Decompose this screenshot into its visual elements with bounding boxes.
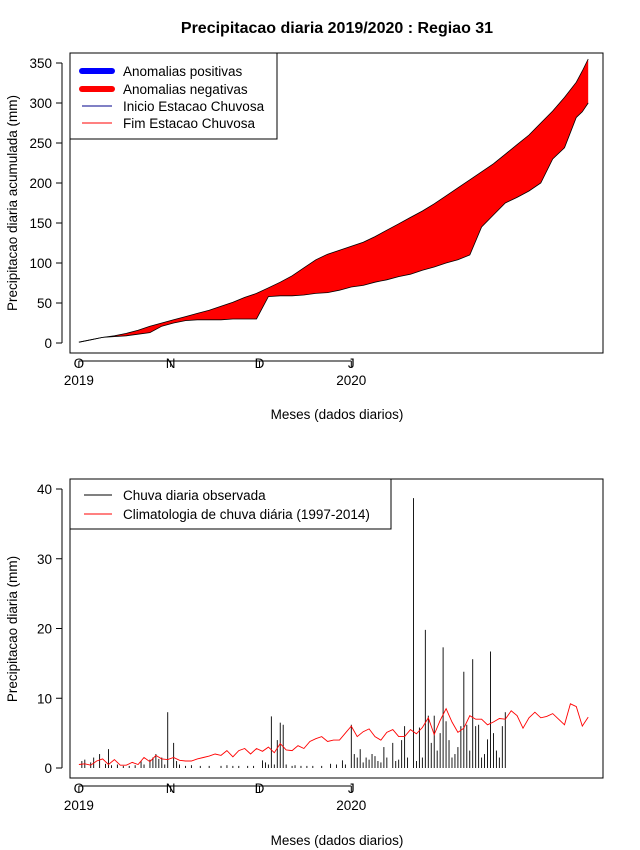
x-axis: O 2019 N D J 2020 [64, 356, 366, 388]
y-axis-label: Precipitacao diaria acumulada (mm) [5, 95, 20, 311]
x-tick-label: D [255, 781, 265, 796]
y-tick-label: 300 [29, 96, 52, 111]
legend-label-positive: Anomalias positivas [123, 64, 243, 79]
cumulative-precipitation-chart: 0 50 100 150 200 250 300 350 O 2019 N D J 2020 Preci… [5, 52, 604, 422]
y-tick-label: 50 [37, 296, 52, 311]
y-tick-label: 0 [44, 336, 52, 351]
climatology-cumulative-line [78, 58, 589, 343]
plot-frame [69, 52, 604, 354]
anomaly-area-layer [78, 59, 589, 343]
legend-label-end: Fim Estacao Chuvosa [123, 116, 256, 131]
x-tick-label: O [74, 781, 85, 796]
observed-cumulative-line [78, 102, 589, 343]
y-tick-label: 0 [44, 761, 52, 776]
legend-label-observed: Chuva diaria observada [123, 488, 266, 503]
x-axis-label: Meses (dados diarios) [271, 407, 404, 422]
y-tick-label: 10 [37, 691, 52, 706]
legend-box [69, 478, 392, 530]
x-tick-label: J [348, 356, 355, 371]
x-tick-label: D [255, 356, 265, 371]
y-tick-label: 150 [29, 216, 52, 231]
x-tick-year-label: 2019 [64, 373, 94, 388]
climatology-line-layer [78, 703, 589, 766]
x-tick-year-label: 2020 [336, 798, 366, 813]
legend: Chuva diaria observada Climatologia de c… [69, 478, 392, 530]
x-axis-label: Meses (dados diarios) [271, 833, 404, 848]
climatology-daily-line [78, 703, 589, 766]
daily-precipitation-chart: 0 10 20 30 40 O 2019 N D J 2020 Precipitacao diar… [5, 478, 604, 848]
y-axis: 0 10 20 30 40 [37, 482, 63, 776]
x-tick-year-label: 2020 [336, 373, 366, 388]
legend-box [69, 52, 278, 140]
y-tick-label: 250 [29, 136, 52, 151]
y-tick-label: 40 [37, 482, 52, 497]
x-tick-year-label: 2019 [64, 798, 94, 813]
y-axis-label: Precipitacao diaria (mm) [5, 556, 20, 702]
y-tick-label: 20 [37, 622, 52, 637]
y-tick-label: 100 [29, 256, 52, 271]
x-tick-label: O [74, 356, 85, 371]
cumulative-lines-layer [78, 58, 589, 343]
y-tick-label: 30 [37, 552, 52, 567]
x-tick-label: N [166, 781, 176, 796]
figure-title: Precipitacao diaria 2019/2020 : Regiao 3… [181, 20, 493, 37]
negative-anomaly-area [78, 59, 589, 343]
observed-bars-layer [81, 498, 506, 768]
legend-label-negative: Anomalias negativas [123, 82, 248, 97]
y-tick-label: 350 [29, 56, 52, 71]
x-tick-label: J [348, 781, 355, 796]
y-tick-label: 200 [29, 176, 52, 191]
x-tick-label: N [166, 356, 176, 371]
y-axis: 0 50 100 150 200 250 300 350 [29, 56, 63, 351]
legend-label-start: Inicio Estacao Chuvosa [123, 99, 265, 114]
x-axis: O 2019 N D J 2020 [64, 781, 366, 813]
legend: Anomalias positivas Anomalias negativas … [69, 52, 278, 140]
legend-label-climatology: Climatologia de chuva diária (1997-2014) [123, 507, 370, 522]
